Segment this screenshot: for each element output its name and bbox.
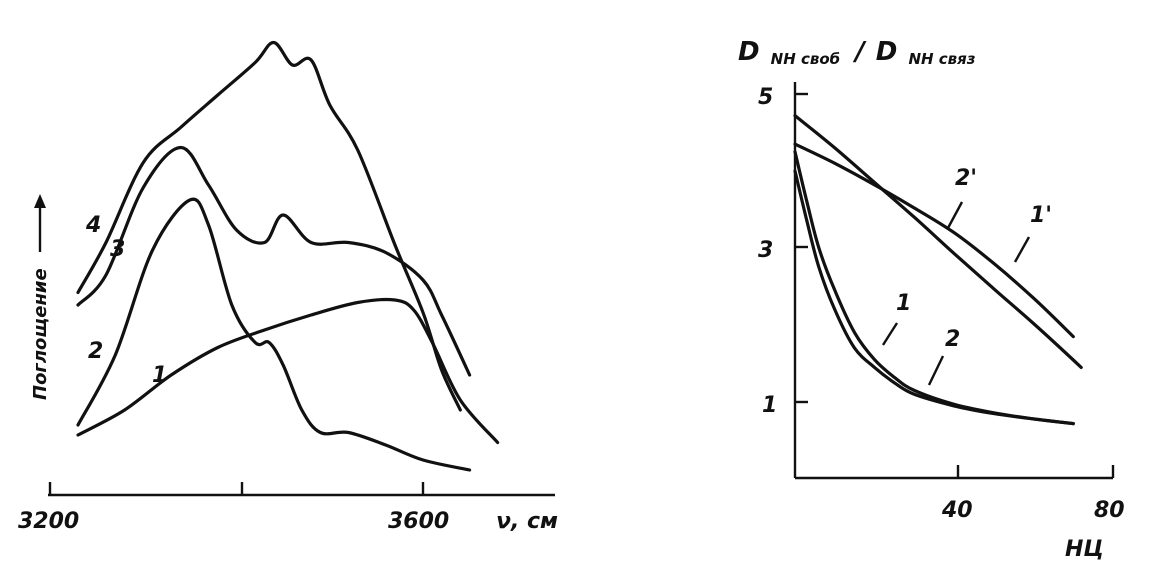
right-x-tick-label-80: 80	[1094, 498, 1125, 523]
right-leader-1prime	[1013, 236, 1031, 263]
right-title-sep: /	[852, 37, 867, 67]
left-curves	[76, 40, 500, 472]
right-y-tick-label-5: 5	[758, 85, 773, 110]
left-curve-label-2: 2	[88, 339, 103, 364]
right-title-main-2: D	[876, 37, 898, 67]
right-leader-2prime	[946, 201, 964, 229]
right-curve-label-1prime: 1'	[1030, 203, 1052, 228]
right-curve-label-1: 1	[896, 291, 911, 316]
right-chart-title: D NH своб / D NH связ	[738, 37, 976, 71]
d-ratio-chart: 5 3 1 40 80 НЦ D NH своб / D NH связ 1 2…	[738, 37, 1125, 562]
right-y-tick-label-3: 3	[758, 238, 773, 263]
left-curve-label-1: 1	[152, 363, 167, 388]
left-curve-label-3: 3	[110, 237, 125, 262]
right-curve-label-2: 2	[945, 327, 960, 352]
right-curve-label-2prime: 2'	[955, 166, 977, 191]
right-y-tick-label-1: 1	[762, 393, 777, 418]
right-curves	[793, 114, 1083, 426]
left-x-tick-label-3200: 3200	[18, 509, 79, 534]
right-x-tick-label-40: 40	[941, 498, 973, 523]
right-x-axis-label: НЦ	[1065, 537, 1104, 562]
right-series-3-line	[793, 142, 1075, 339]
left-curve-label-4: 4	[85, 213, 101, 238]
left-x-axis-label: ν, см	[496, 509, 558, 534]
right-series-4-line	[793, 114, 1083, 369]
absorption-spectra-chart: 3200 3600 ν, см Поглощение 1 2 3 4	[18, 40, 558, 534]
left-series-1-line	[76, 297, 500, 445]
left-series-2-line	[76, 197, 472, 472]
right-series-2-line	[793, 150, 1075, 426]
left-x-tick-label-3600: 3600	[388, 509, 449, 534]
left-series-3-line	[76, 145, 472, 377]
right-title-main: D	[738, 37, 760, 67]
left-series-4-line	[76, 40, 462, 412]
right-leader-1	[881, 322, 899, 346]
left-y-axis-arrow	[34, 194, 46, 252]
right-title-sub2: NH связ	[908, 50, 975, 68]
right-title-sub1: NH своб	[771, 50, 841, 68]
right-leader-2	[927, 355, 945, 386]
left-y-axis-label: Поглощение	[30, 268, 51, 400]
